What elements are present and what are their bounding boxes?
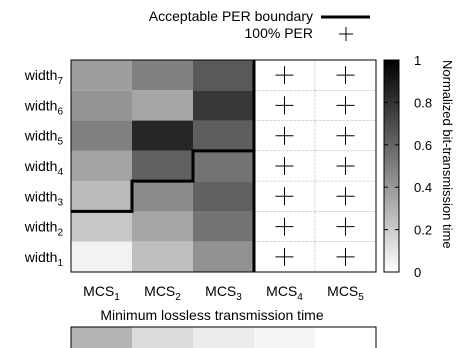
colorbar-tick-label: 0.2 [414,223,432,238]
y-tick-label: width6 [24,97,64,117]
heatmap-cell [132,150,193,182]
bottom-bar-cell [71,327,132,348]
bottom-bar-frame [70,326,377,348]
y-tick-label: width3 [24,188,64,208]
colorbar-tick-label: 0.8 [414,95,432,110]
legend-boundary-label: Acceptable PER boundary [149,8,313,24]
heatmap-frame [70,59,377,273]
per-100-plus-marker [336,217,355,236]
x-tick-label: MCS1 [83,283,120,303]
per-100-plus-marker [336,187,355,206]
acceptable-per-boundary-line [71,60,256,272]
heatmap-cell [71,90,132,121]
heatmap-cell [193,181,254,212]
y-tick-label: width4 [24,158,64,178]
per-100-markers [275,66,355,266]
legend-plus-icon [339,27,353,41]
per-100-plus-marker [275,96,294,115]
heatmap-cell [193,120,254,151]
per-100-plus-marker [275,187,294,206]
y-tick-label: width2 [24,219,64,239]
y-tick-label: width5 [24,128,64,148]
x-tick-label: MCS4 [266,283,303,303]
heatmap-cell [71,241,132,272]
colorbar [383,59,400,273]
heatmap-cells [71,59,377,273]
heatmap-cell [132,90,193,121]
x-tick-label: MCS5 [327,283,364,303]
legend: Acceptable PER boundary 100% PER [149,8,370,41]
minimum-lossless-bar [71,327,376,348]
per-100-plus-marker [336,126,355,145]
heatmap-cell [71,181,132,212]
colorbar-label: Normalized bit-transmission time [440,60,455,249]
bottom-bar-cell [315,327,376,348]
heatmap-cell [193,90,254,121]
per-100-plus-marker [336,157,355,175]
per-100-plus-marker [275,126,294,145]
heatmap-cell [193,241,254,272]
per-100-plus-marker [275,247,294,266]
colorbar-tick-label: 0 [414,265,421,280]
per-100-plus-marker [275,157,294,175]
bottom-bar-cell [254,327,315,348]
colorbar-tick-label: 0.4 [414,180,432,195]
heatmap-cell [71,60,132,91]
per-100-plus-marker [275,66,294,85]
colorbar-tick-label: 1 [414,53,421,68]
heatmap-cell [71,150,132,182]
x-tick-label: MCS3 [205,283,242,303]
bottom-bar-title: Minimum lossless transmission time [100,307,323,323]
x-axis-tick-labels: MCS1 MCS2 MCS3 MCS4 MCS5 [83,283,364,303]
heatmap-cell [132,241,193,272]
per-100-plus-marker [336,66,355,85]
bottom-bar-cell [193,327,254,348]
legend-per100-label: 100% PER [245,25,313,41]
bottom-bar-cell [132,327,193,348]
y-tick-label: width1 [24,249,64,269]
per-100-plus-marker [336,247,355,266]
colorbar-ticks: 0 0.2 0.4 0.6 0.8 1 [384,53,432,280]
per-100-plus-marker [275,217,294,236]
heatmap-cell [193,150,254,182]
x-tick-label: MCS2 [144,283,181,303]
heatmap-cell [193,211,254,242]
heatmap-cell [193,60,254,91]
colorbar-tick-label: 0.6 [414,138,432,153]
y-tick-label: width7 [24,67,64,87]
heatmap-cell [132,120,193,151]
per-100-plus-marker [336,96,355,115]
heatmap-cell [71,120,132,151]
heatmap-cell [132,60,193,91]
heatmap-cell [132,211,193,242]
heatmap-cell [132,181,193,212]
y-axis-tick-labels: width7 width6 width5 width4 width3 width2 widt… [24,67,64,269]
heatmap-cell [71,211,132,242]
